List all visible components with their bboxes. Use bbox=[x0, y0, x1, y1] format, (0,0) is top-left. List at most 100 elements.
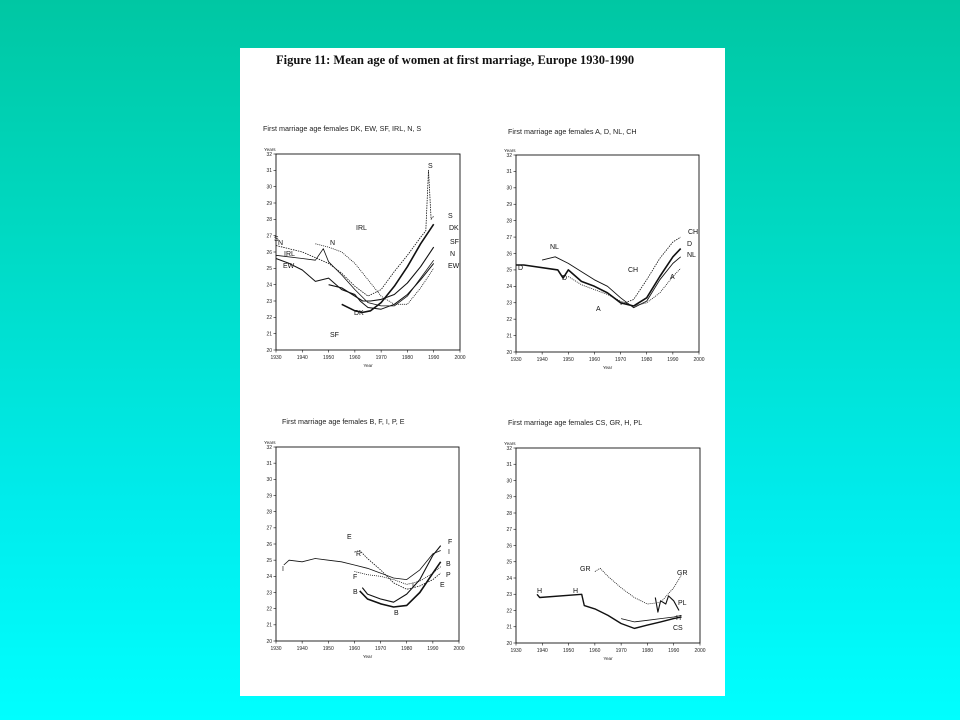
panel-title-1: First marriage age females DK, EW, SF, I… bbox=[263, 124, 422, 133]
y-axis-label: Years bbox=[264, 147, 276, 152]
chart-panel-cs-gr-h-pl: 20 21 22 23 24 25 26 27 28 29 30 31 32 1930 1940 1950 19… bbox=[504, 441, 706, 661]
series-line-h bbox=[536, 593, 682, 630]
series-label-h: H bbox=[537, 588, 542, 595]
y-tick-label: 30 bbox=[506, 478, 512, 484]
series-label-d: D bbox=[518, 265, 523, 272]
y-tick-label: 28 bbox=[266, 217, 272, 223]
y-tick-label: 26 bbox=[506, 543, 512, 549]
y-axis-label: Years bbox=[264, 440, 276, 445]
figure-title: Figure 11: Mean age of women at first ma… bbox=[276, 53, 635, 67]
series-label-ch: CH bbox=[688, 229, 698, 236]
series-line-cs bbox=[621, 615, 682, 623]
y-tick-label: 23 bbox=[266, 299, 272, 305]
series-label-ew: EW bbox=[448, 263, 460, 270]
y-tick-label: 23 bbox=[266, 590, 272, 596]
y-tick-label: 25 bbox=[266, 558, 272, 564]
panel-title-3: First marriage age females B, F, I, P, E bbox=[282, 417, 405, 426]
y-tick-label: 20 bbox=[506, 350, 512, 356]
y-tick-label: 24 bbox=[506, 576, 512, 582]
series-label-i: I bbox=[412, 583, 414, 590]
y-tick-label: 21 bbox=[506, 333, 512, 339]
series-line-d bbox=[516, 248, 682, 307]
y-tick-label: 28 bbox=[506, 218, 512, 224]
series-label-a: A bbox=[670, 274, 675, 281]
series-line-ew bbox=[275, 258, 435, 310]
x-tick-label: 1990 bbox=[668, 648, 679, 654]
x-tick-label: 1980 bbox=[642, 648, 653, 654]
x-tick-label: 1970 bbox=[616, 648, 627, 654]
x-tick-label: 1980 bbox=[401, 646, 412, 652]
series-label-s: S bbox=[428, 163, 433, 170]
series-line-f bbox=[361, 545, 442, 603]
x-tick-label: 1970 bbox=[615, 357, 626, 363]
y-tick-label: 31 bbox=[506, 462, 512, 468]
series-line-gr bbox=[594, 567, 682, 605]
x-axis-label: Year bbox=[603, 365, 613, 370]
series-label-d: D bbox=[687, 241, 692, 248]
series-label-r: R bbox=[356, 551, 361, 558]
series-label-d: D bbox=[562, 275, 567, 282]
series-line-irl bbox=[315, 243, 435, 305]
x-tick-label: 2000 bbox=[693, 357, 704, 363]
y-tick-label: 25 bbox=[266, 266, 272, 272]
y-tick-label: 32 bbox=[506, 153, 512, 159]
x-tick-label: 1980 bbox=[402, 355, 413, 361]
y-tick-label: 23 bbox=[506, 301, 512, 307]
series-label-sf: SF bbox=[450, 239, 459, 246]
y-tick-label: 27 bbox=[266, 526, 272, 532]
series-label-ew: EW bbox=[283, 263, 295, 270]
x-tick-label: 1930 bbox=[510, 357, 521, 363]
x-tick-label: 1930 bbox=[510, 648, 521, 654]
panel-title-2: First marriage age females A, D, NL, CH bbox=[508, 127, 637, 136]
series-line-p bbox=[354, 566, 441, 585]
series-label-i: I bbox=[448, 549, 450, 556]
series-label-b: B bbox=[446, 561, 451, 568]
y-tick-label: 28 bbox=[266, 509, 272, 515]
y-tick-label: 26 bbox=[506, 251, 512, 257]
series-label-s: S bbox=[274, 236, 279, 243]
series-line-i bbox=[283, 550, 441, 580]
x-axis-label: Year bbox=[363, 654, 373, 659]
y-tick-label: 22 bbox=[266, 606, 272, 612]
x-tick-label: 1950 bbox=[323, 355, 334, 361]
x-tick-label: 1990 bbox=[428, 355, 439, 361]
x-tick-label: 2000 bbox=[454, 355, 465, 361]
y-tick-label: 22 bbox=[506, 317, 512, 323]
y-tick-label: 27 bbox=[506, 235, 512, 241]
series-label-p: P bbox=[446, 572, 451, 579]
series-label-gr: GR bbox=[677, 570, 688, 577]
series-label-irl: IRL bbox=[356, 225, 367, 232]
y-tick-label: 31 bbox=[506, 169, 512, 175]
y-tick-label: 27 bbox=[266, 233, 272, 239]
y-tick-label: 25 bbox=[506, 268, 512, 274]
series-label-f: F bbox=[353, 574, 357, 581]
y-tick-label: 28 bbox=[506, 511, 512, 517]
series-label-pl: PL bbox=[678, 600, 687, 607]
y-tick-label: 26 bbox=[266, 542, 272, 548]
series-label-i: I bbox=[282, 566, 284, 573]
y-tick-label: 31 bbox=[266, 461, 272, 467]
y-tick-label: 32 bbox=[506, 446, 512, 452]
x-tick-label: 1990 bbox=[667, 357, 678, 363]
y-tick-label: 24 bbox=[266, 574, 272, 580]
series-label-f: F bbox=[448, 539, 452, 546]
series-label-gr: GR bbox=[580, 566, 591, 573]
x-tick-label: 1970 bbox=[375, 646, 386, 652]
series-label-dk: DK bbox=[449, 225, 459, 232]
y-tick-label: 31 bbox=[266, 168, 272, 174]
x-tick-label: 1940 bbox=[537, 357, 548, 363]
series-label-dk: DK bbox=[354, 310, 364, 317]
plot-frame bbox=[515, 447, 701, 644]
series-line-e bbox=[354, 550, 441, 590]
x-tick-label: 1950 bbox=[323, 646, 334, 652]
x-axis-label: Year bbox=[363, 363, 373, 368]
y-tick-label: 21 bbox=[506, 625, 512, 631]
x-tick-label: 1930 bbox=[270, 646, 281, 652]
y-axis-label: Years bbox=[504, 148, 516, 153]
x-tick-label: 1970 bbox=[376, 355, 387, 361]
panel-title-4: First marriage age females CS, GR, H, PL bbox=[508, 418, 643, 427]
x-tick-label: 1960 bbox=[589, 648, 600, 654]
x-tick-label: 1980 bbox=[641, 357, 652, 363]
x-tick-label: 2000 bbox=[694, 648, 705, 654]
series-label-e: E bbox=[440, 582, 445, 589]
